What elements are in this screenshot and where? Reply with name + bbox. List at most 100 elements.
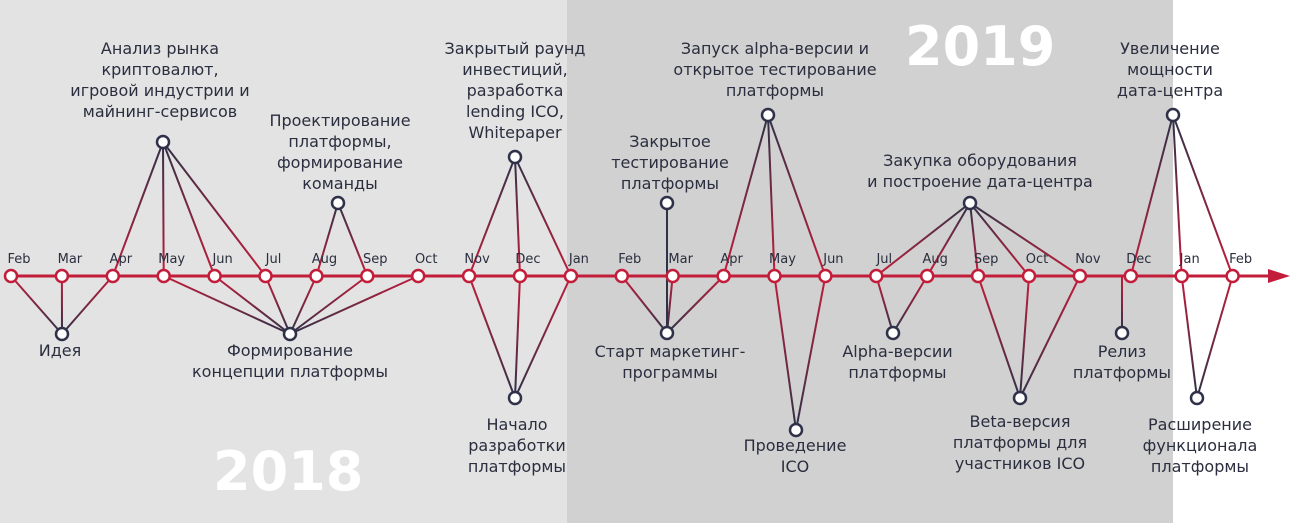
month-label: Aug (312, 252, 337, 267)
connector-line (162, 141, 267, 277)
event-ico: Проведение ICO (743, 436, 847, 476)
event-marketing: Старт маркетинг- программы (594, 342, 746, 382)
connector-line (969, 202, 1030, 277)
event-equipment: Закупка оборудования и построение дата-ц… (867, 151, 1093, 191)
month-label: Apr (720, 252, 743, 267)
event-release: Релиз платформы (1072, 342, 1172, 382)
connector-line (289, 275, 318, 335)
month-label: Jul (875, 252, 892, 267)
month-marker (767, 268, 782, 284)
month-marker (512, 268, 528, 284)
event-alpha-versions: Alpha-версии платформы (842, 342, 953, 382)
month-marker (309, 268, 324, 284)
connector-line (722, 114, 769, 277)
connector-line (514, 275, 572, 399)
event-node (885, 325, 901, 341)
month-label: Dec (1126, 252, 1151, 267)
month-label: Aug (923, 252, 948, 267)
timeline-arrowhead (1268, 269, 1290, 283)
month-marker (970, 268, 986, 284)
month-label: Oct (415, 252, 437, 267)
year-2019-label: 2019 (905, 15, 1056, 78)
month-marker (156, 268, 171, 284)
month-marker (54, 268, 70, 284)
event-market-analysis: Анализ рынка криптовалют, игровой индуст… (70, 39, 250, 121)
month-label: Dec (515, 252, 540, 267)
event-closed-testing: Закрытое тестирование платформы (611, 132, 729, 193)
event-node (282, 326, 298, 342)
connector-line (468, 156, 516, 277)
month-label: Feb (1229, 252, 1252, 267)
connector-line (468, 275, 516, 399)
connector-line (875, 202, 971, 277)
month-marker (207, 268, 222, 284)
connector-line (163, 275, 291, 335)
month-label: Nov (1075, 252, 1101, 267)
connector-line (111, 141, 164, 277)
connector-line (264, 275, 291, 335)
month-marker (1072, 268, 1088, 284)
month-marker (3, 268, 19, 284)
month-label: Jun (211, 252, 232, 267)
event-node (507, 390, 523, 406)
connector-line (666, 275, 725, 334)
event-node (1165, 107, 1181, 123)
connector-line (1019, 275, 1081, 399)
month-marker (563, 268, 579, 284)
month-label: Mar (58, 252, 83, 267)
connector-line (875, 275, 894, 334)
connector-line (337, 202, 369, 277)
month-marker (258, 268, 273, 284)
event-beta: Beta-версия платформы для участников ICO (952, 412, 1088, 473)
event-platform-design: Проектирование платформы, формирование к… (269, 111, 411, 193)
event-node (760, 107, 776, 123)
connector-line (969, 202, 980, 277)
month-label: Sep (363, 252, 388, 267)
event-node (330, 195, 346, 211)
connector-line (315, 202, 339, 277)
connector-line (926, 202, 971, 277)
connector-line (767, 114, 776, 277)
year-2018-background (0, 0, 567, 523)
connector-line (162, 141, 216, 277)
month-marker (919, 268, 935, 284)
connector-line (773, 275, 797, 431)
month-label: Feb (7, 252, 30, 267)
connector-line (289, 275, 419, 335)
event-private-round: Закрытый раунд инвестиций, разработка le… (444, 39, 586, 142)
event-node (1189, 390, 1205, 406)
month-label: May (158, 252, 185, 267)
event-node (1012, 390, 1028, 406)
connector-line (1172, 114, 1183, 277)
connector-line (213, 275, 291, 335)
connector-line (767, 114, 827, 277)
event-expansion: Расширение функционала платформы (1142, 415, 1258, 476)
connector-line (514, 156, 521, 277)
month-label: Jan (1179, 252, 1200, 267)
event-dev-start: Начало разработки платформы (467, 415, 567, 476)
connector-line (1129, 114, 1174, 277)
month-marker (1123, 268, 1139, 284)
connector-line (969, 202, 1081, 277)
connector-line (892, 275, 929, 334)
month-marker (818, 268, 833, 284)
month-marker (665, 268, 680, 284)
month-marker (105, 268, 121, 284)
event-node (659, 195, 675, 211)
connector-line (10, 275, 63, 335)
event-node (788, 422, 804, 438)
connector-line (621, 275, 668, 334)
connector-line (1196, 275, 1234, 399)
month-marker (410, 268, 426, 284)
month-marker (614, 268, 630, 284)
event-node (155, 134, 171, 150)
month-label: May (769, 252, 796, 267)
connector-line (289, 275, 368, 335)
month-marker (1021, 268, 1037, 284)
month-marker (360, 268, 375, 284)
connector-line (514, 156, 572, 277)
month-label: Nov (464, 252, 490, 267)
event-datacenter: Увеличение мощности дата-центра (1116, 39, 1224, 100)
event-node (1114, 325, 1130, 341)
